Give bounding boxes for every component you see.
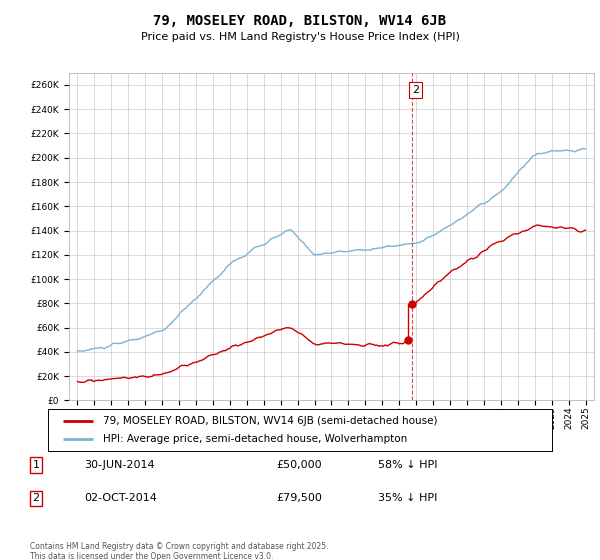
Text: 1: 1 (32, 460, 40, 470)
Text: 79, MOSELEY ROAD, BILSTON, WV14 6JB: 79, MOSELEY ROAD, BILSTON, WV14 6JB (154, 14, 446, 28)
Text: £50,000: £50,000 (276, 460, 322, 470)
Text: 2: 2 (412, 85, 419, 95)
Text: 02-OCT-2014: 02-OCT-2014 (84, 493, 157, 503)
Text: 35% ↓ HPI: 35% ↓ HPI (378, 493, 437, 503)
Text: Price paid vs. HM Land Registry's House Price Index (HPI): Price paid vs. HM Land Registry's House … (140, 32, 460, 43)
Text: HPI: Average price, semi-detached house, Wolverhampton: HPI: Average price, semi-detached house,… (103, 434, 407, 444)
Text: 79, MOSELEY ROAD, BILSTON, WV14 6JB (semi-detached house): 79, MOSELEY ROAD, BILSTON, WV14 6JB (sem… (103, 416, 438, 426)
Text: £79,500: £79,500 (276, 493, 322, 503)
Text: 58% ↓ HPI: 58% ↓ HPI (378, 460, 437, 470)
Text: Contains HM Land Registry data © Crown copyright and database right 2025.
This d: Contains HM Land Registry data © Crown c… (30, 542, 329, 560)
Text: 30-JUN-2014: 30-JUN-2014 (84, 460, 155, 470)
Text: 2: 2 (32, 493, 40, 503)
